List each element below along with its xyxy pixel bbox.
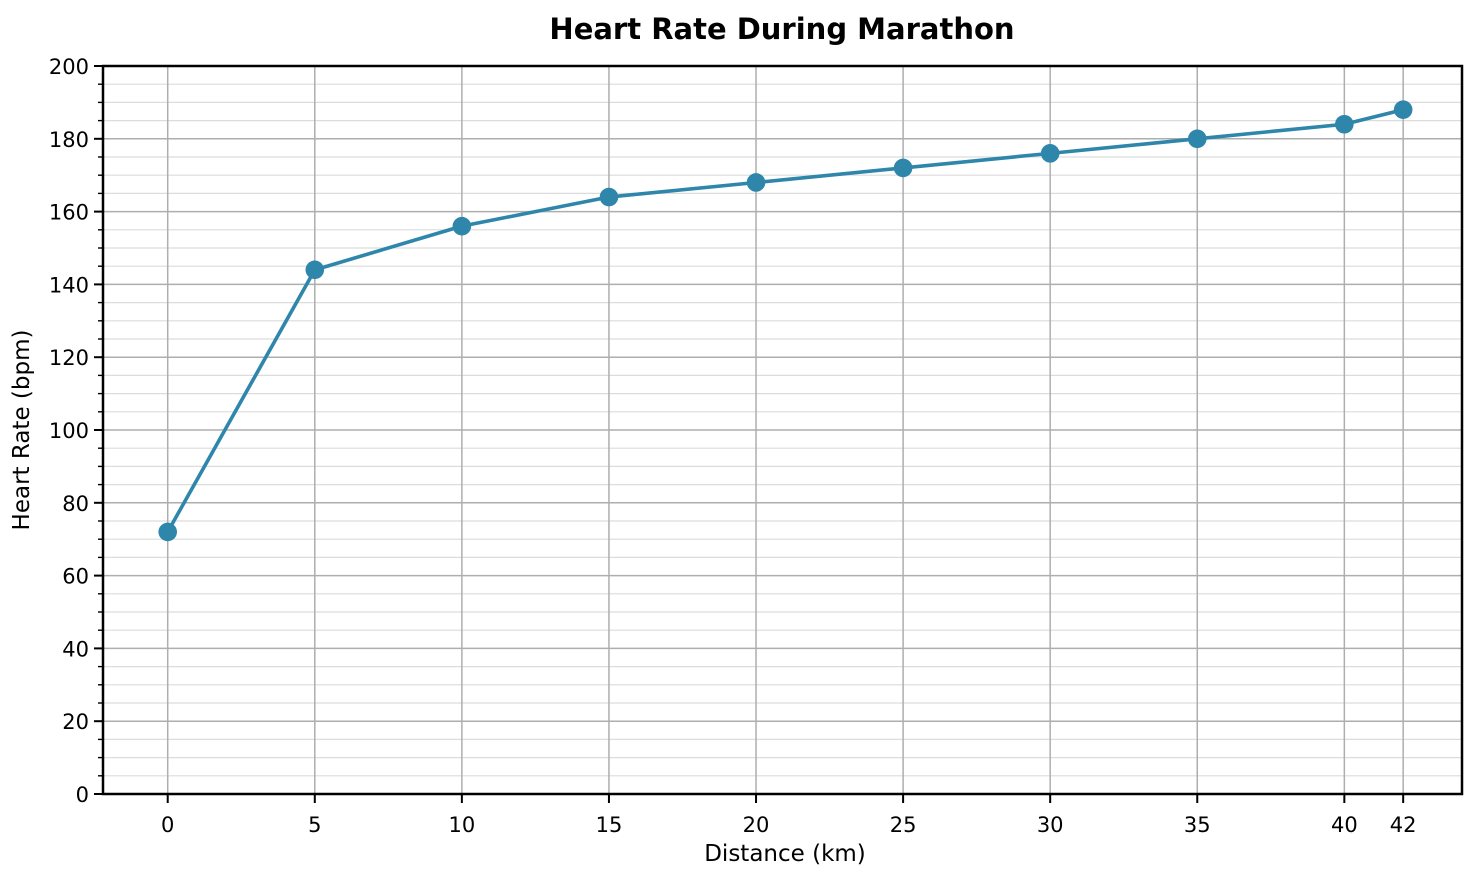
- y-tick-label: 120: [49, 346, 89, 370]
- y-tick-label: 40: [62, 637, 89, 661]
- y-axis-label: Heart Rate (bpm): [9, 330, 35, 531]
- y-tick-label: 80: [62, 492, 89, 516]
- x-tick-label: 35: [1184, 813, 1211, 837]
- data-point: [746, 173, 766, 192]
- x-tick-label: 40: [1331, 813, 1358, 837]
- heart-rate-line: [165, 107, 1405, 534]
- x-axis-label: Distance (km): [704, 841, 866, 867]
- data-point: [158, 522, 178, 542]
- data-point: [893, 158, 913, 178]
- y-tick-label: 200: [49, 55, 89, 79]
- x-tick-label: 15: [596, 813, 623, 837]
- y-tick-label: 180: [49, 128, 89, 152]
- x-tick-label: 10: [449, 813, 476, 837]
- grid-layer: [103, 65, 1462, 795]
- data-point: [305, 260, 325, 280]
- data-point: [1187, 129, 1207, 149]
- data-point: [599, 187, 619, 207]
- data-point: [452, 216, 472, 236]
- data-point: [1335, 114, 1354, 134]
- x-tick-label: 25: [890, 813, 917, 837]
- chart-title: Heart Rate During Marathon: [549, 12, 1014, 46]
- x-tick-label: 42: [1390, 813, 1417, 837]
- x-tick-label: 0: [161, 813, 174, 837]
- y-tick-label: 160: [49, 201, 89, 225]
- data-point: [1040, 144, 1060, 163]
- x-tick-label: 20: [743, 813, 770, 837]
- x-tick-label: 5: [308, 813, 321, 837]
- x-tick-label: 30: [1037, 813, 1064, 837]
- data-series-layer: [158, 100, 1413, 542]
- axis-layer: 0 5 10 15 20 25 30 35 40 42 0 20 40 60 80 100 120 140 160 1…: [49, 55, 1464, 837]
- y-tick-label: 60: [62, 565, 89, 589]
- data-point: [1393, 100, 1413, 119]
- y-tick-label: 140: [49, 273, 89, 297]
- y-tick-label: 0: [76, 783, 89, 807]
- y-tick-label: 20: [62, 710, 89, 734]
- y-tick-label: 100: [49, 419, 89, 443]
